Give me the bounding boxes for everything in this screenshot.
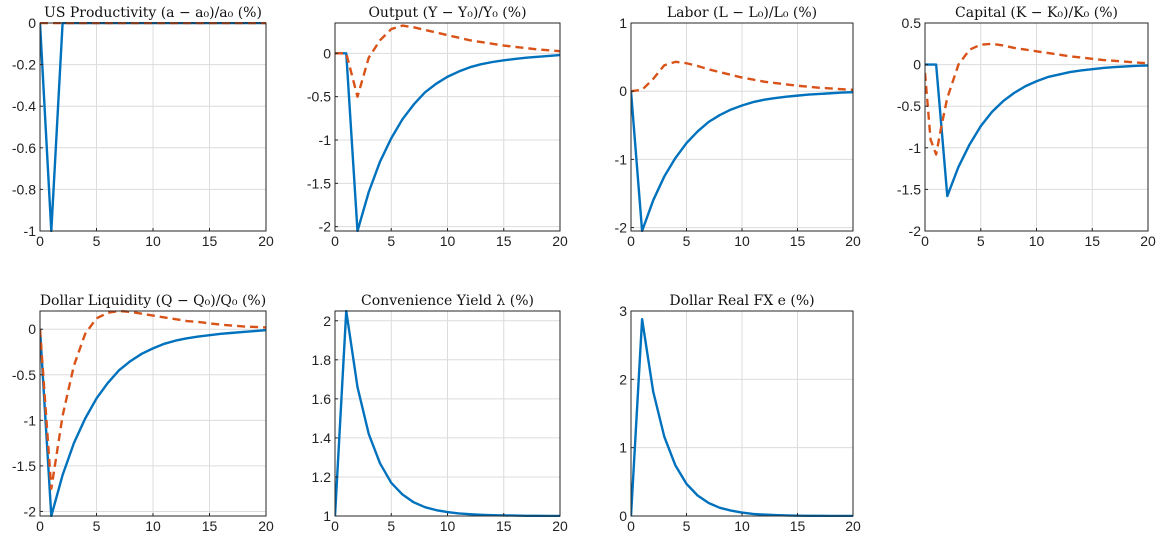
chart-panel-2: 0 5 10 15 20 -2 -1.5 -1 -0.5 0 Output (Y − Y₀)/Y₀ … — [307, 5, 568, 249]
y-tick-label: -0.5 — [12, 367, 36, 383]
y-tick-label: 0 — [619, 83, 627, 99]
x-tick-label: 10 — [734, 233, 750, 249]
y-tick-label: -0.5 — [897, 98, 921, 114]
chart-title: Output (Y − Y₀)/Y₀ (%) — [368, 5, 526, 21]
solid-series-line — [631, 91, 853, 232]
y-tick-label: -1.5 — [12, 458, 36, 474]
y-tick-label: -1 — [319, 132, 332, 148]
y-tick-label: -2 — [909, 223, 922, 239]
y-tick-label: 1 — [619, 440, 627, 456]
y-tick-label: 0 — [913, 57, 921, 73]
x-tick-label: 0 — [36, 233, 44, 249]
x-tick-label: 15 — [202, 518, 218, 534]
x-tick-label: 15 — [496, 518, 512, 534]
y-tick-label: 0 — [28, 15, 36, 31]
x-tick-label: 5 — [683, 233, 691, 249]
y-tick-label: -2 — [319, 219, 332, 235]
y-tick-label: -0.6 — [12, 140, 36, 156]
dashed-series-line — [335, 24, 560, 98]
x-tick-label: 15 — [790, 518, 806, 534]
x-tick-label: 10 — [1029, 233, 1045, 249]
y-tick-label: -0.2 — [12, 57, 36, 73]
y-tick-label: 0 — [323, 45, 331, 61]
x-tick-label: 10 — [734, 518, 750, 534]
dashed-series-line — [40, 310, 266, 490]
y-tick-label: 1.4 — [312, 430, 332, 446]
y-tick-label: -0.5 — [307, 89, 331, 105]
y-tick-label: 1 — [323, 508, 331, 524]
x-tick-label: 15 — [202, 233, 218, 249]
x-tick-label: 5 — [977, 233, 985, 249]
x-tick-label: 20 — [258, 233, 274, 249]
y-tick-label: 0.5 — [902, 15, 922, 31]
chart-title: Capital (K − K₀)/K₀ (%) — [955, 5, 1118, 21]
solid-series-line — [40, 328, 266, 517]
dashed-series-line — [631, 60, 853, 93]
x-tick-label: 20 — [845, 518, 861, 534]
y-tick-label: 1 — [619, 15, 627, 31]
x-tick-label: 10 — [145, 518, 161, 534]
chart-panel-3: 0 5 10 15 20 -2 -1 0 1 Labor (L − L₀)/L₀ (%) — [615, 5, 861, 249]
x-tick-label: 15 — [790, 233, 806, 249]
chart-title: Labor (L − L₀)/L₀ (%) — [667, 5, 817, 21]
x-tick-label: 0 — [36, 518, 44, 534]
y-tick-label: -1.5 — [307, 175, 331, 191]
dashed-series-line — [925, 42, 1148, 156]
chart-panel-1: 0 5 10 15 20 -1 -0.8 -0.6 -0.4 -0.2 0 US Productivi… — [12, 5, 274, 249]
x-tick-label: 0 — [331, 233, 339, 249]
solid-series-line — [335, 52, 560, 232]
y-tick-label: 3 — [619, 303, 627, 319]
x-tick-label: 10 — [440, 233, 456, 249]
x-tick-label: 15 — [496, 233, 512, 249]
x-tick-label: 5 — [387, 233, 395, 249]
x-tick-label: 15 — [1084, 233, 1100, 249]
y-tick-label: -1 — [615, 151, 628, 167]
x-tick-label: 5 — [683, 518, 691, 534]
y-tick-label: 0 — [28, 321, 36, 337]
x-tick-label: 5 — [387, 518, 395, 534]
y-tick-label: 1.6 — [312, 391, 332, 407]
x-tick-label: 0 — [921, 233, 929, 249]
y-tick-label: -0.4 — [12, 98, 36, 114]
chart-panel-4: 0 5 10 15 20 -2 -1.5 -1 -0.5 0 0.5 Capital (K − K₀)… — [897, 5, 1156, 249]
y-tick-label: -0.8 — [12, 181, 36, 197]
y-tick-label: 2 — [323, 313, 331, 329]
x-tick-label: 0 — [331, 518, 339, 534]
chart-panel-7: 0 5 10 15 20 0 1 2 3 Dollar Real FX e (%) — [619, 293, 861, 534]
y-tick-label: -1 — [909, 140, 922, 156]
y-tick-label: -2 — [24, 503, 37, 519]
y-tick-label: 2 — [619, 371, 627, 387]
y-tick-label: -1.5 — [897, 181, 921, 197]
x-tick-label: 10 — [440, 518, 456, 534]
x-tick-label: 5 — [93, 233, 101, 249]
chart-title: Dollar Real FX e (%) — [669, 293, 814, 309]
y-tick-label: 0 — [619, 508, 627, 524]
y-tick-label: -2 — [615, 220, 628, 236]
x-tick-label: 0 — [627, 233, 635, 249]
y-tick-label: -1 — [24, 223, 37, 239]
solid-series-line — [925, 63, 1148, 198]
x-tick-label: 10 — [145, 233, 161, 249]
chart-title: Dollar Liquidity (Q − Q₀)/Q₀ (%) — [40, 293, 266, 309]
y-tick-label: -1 — [24, 412, 37, 428]
x-tick-label: 20 — [258, 518, 274, 534]
x-tick-label: 20 — [552, 518, 568, 534]
chart-title: US Productivity (a − a₀)/a₀ (%) — [44, 5, 262, 21]
x-tick-label: 20 — [1140, 233, 1156, 249]
chart-panel-6: 0 5 10 15 20 1 1.2 1.4 1.6 1.8 2 Convenience Yield … — [312, 293, 568, 534]
x-tick-label: 20 — [552, 233, 568, 249]
y-tick-label: 1.8 — [312, 352, 332, 368]
y-tick-label: 1.2 — [312, 469, 332, 485]
chart-title: Convenience Yield λ (%) — [361, 293, 534, 309]
x-tick-label: 0 — [627, 518, 635, 534]
x-tick-label: 5 — [93, 518, 101, 534]
x-tick-label: 20 — [845, 233, 861, 249]
